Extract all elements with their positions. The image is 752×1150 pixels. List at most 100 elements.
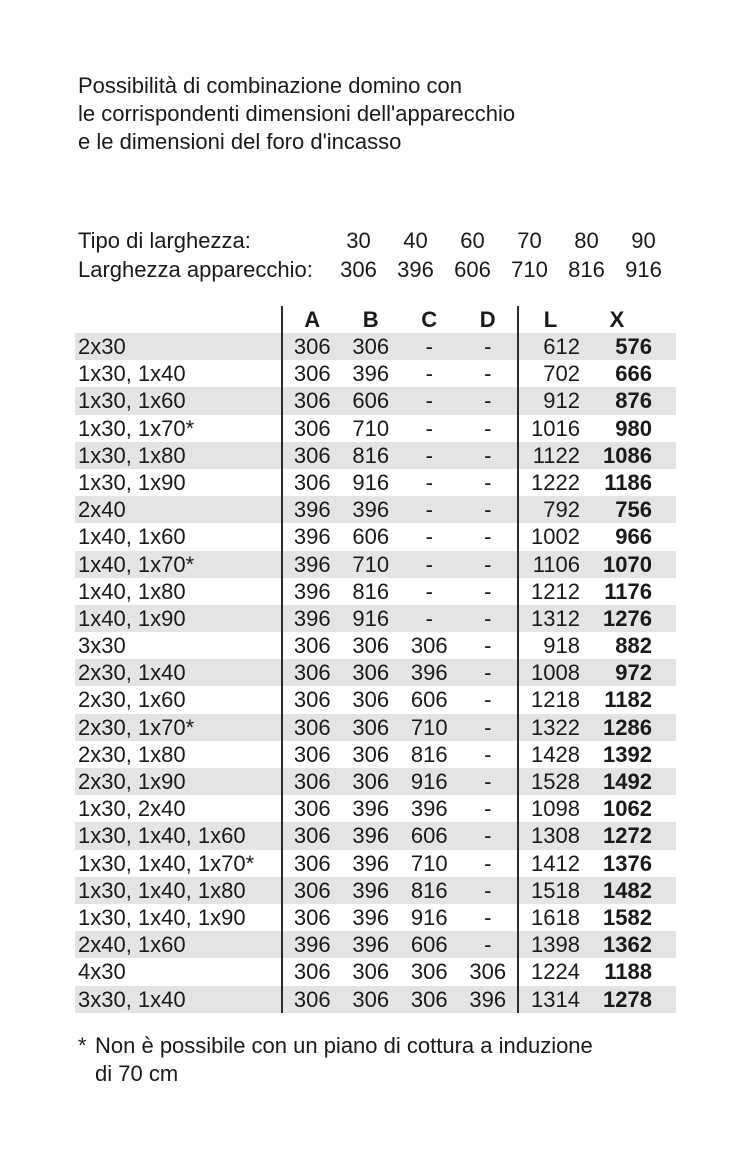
dimension-b-cell: 396 bbox=[352, 877, 390, 903]
total-length-cell: 612 bbox=[517, 333, 582, 361]
total-length-cell: 1212 bbox=[517, 577, 582, 605]
dimension-group: 306 306 710 - bbox=[281, 713, 517, 741]
table-row: 3x30 306 306 306 - 918 882 bbox=[75, 632, 676, 660]
dimension-group: 306 306 306 396 bbox=[281, 985, 517, 1013]
dimension-d-cell: - bbox=[484, 877, 492, 903]
combo-label-cell: 4x30 bbox=[78, 959, 126, 985]
total-length-cell: 1106 bbox=[517, 550, 582, 578]
dimension-c-cell: 710 bbox=[410, 714, 448, 740]
dimension-c-cell: - bbox=[425, 551, 433, 577]
footnote: * Non è possibile con un piano di cottur… bbox=[78, 1032, 752, 1088]
width-type-label: Tipo di larghezza: bbox=[78, 228, 251, 253]
dimension-c-cell: 606 bbox=[410, 687, 448, 713]
dimension-b-cell: 306 bbox=[352, 741, 390, 767]
page-title: Possibilità di combinazione domino con l… bbox=[78, 0, 752, 156]
width-type-value: 80 bbox=[574, 228, 599, 253]
dimension-d-cell: - bbox=[484, 932, 492, 958]
dimension-d-cell: - bbox=[484, 442, 492, 468]
dimension-group: 306 916 - - bbox=[281, 468, 517, 497]
dimension-a-cell: 306 bbox=[293, 959, 331, 985]
dimension-d-cell: - bbox=[484, 578, 492, 604]
dimension-d-cell: 306 bbox=[469, 959, 507, 985]
dimension-a-cell: 306 bbox=[293, 633, 331, 659]
header-combo-column bbox=[75, 306, 281, 333]
total-length-cell: 1008 bbox=[517, 659, 582, 687]
total-length-cell: 1428 bbox=[517, 740, 582, 768]
total-length-cell: 1222 bbox=[517, 468, 582, 497]
table-row: 2x30, 1x70* 306 306 710 - 1322 1286 bbox=[75, 713, 676, 741]
dimension-c-cell: - bbox=[425, 497, 433, 523]
combo-label-cell: 1x30, 1x70* bbox=[78, 415, 195, 441]
dimension-b-cell: 710 bbox=[352, 415, 390, 441]
table-row: 1x30, 1x70* 306 710 - - 1016 980 bbox=[75, 414, 676, 442]
dimension-c-cell: 816 bbox=[410, 877, 448, 903]
combo-label-cell: 1x30, 1x60 bbox=[78, 388, 186, 414]
dimension-c-cell: 306 bbox=[410, 633, 448, 659]
dimension-group: 396 396 606 - bbox=[281, 931, 517, 959]
page-title-line-3: e le dimensioni del foro d'incasso bbox=[78, 129, 402, 154]
cutout-width-cell: 1086 bbox=[603, 442, 652, 468]
dimension-group: 306 306 306 - bbox=[281, 632, 517, 660]
column-header-l: L bbox=[517, 306, 582, 333]
dimension-d-cell: - bbox=[484, 904, 492, 930]
total-length-cell: 792 bbox=[517, 496, 582, 524]
dimension-c-cell: - bbox=[425, 334, 433, 359]
dimension-b-cell: 396 bbox=[352, 850, 390, 876]
dimension-a-cell: 306 bbox=[293, 877, 331, 903]
table-row: 1x40, 1x80 396 816 - - 1212 1176 bbox=[75, 577, 676, 605]
dimension-a-cell: 306 bbox=[293, 850, 331, 876]
combo-label-cell: 2x30, 1x40 bbox=[78, 660, 186, 686]
width-type-row: Tipo di larghezza: 30 40 60 70 80 90 bbox=[78, 226, 752, 255]
dimension-c-cell: - bbox=[425, 524, 433, 550]
dimension-group: 306 396 396 - bbox=[281, 795, 517, 823]
total-length-cell: 1618 bbox=[517, 903, 582, 932]
dimension-d-cell: - bbox=[484, 524, 492, 550]
dimension-group: 306 396 606 - bbox=[281, 822, 517, 850]
dimension-a-cell: 306 bbox=[293, 823, 331, 849]
combo-label-cell: 2x40 bbox=[78, 497, 126, 523]
appliance-width-value: 306 bbox=[340, 257, 377, 282]
appliance-width-label: Larghezza apparecchio: bbox=[78, 257, 313, 282]
dimension-d-cell: - bbox=[484, 334, 492, 359]
dimension-group: 396 606 - - bbox=[281, 523, 517, 551]
total-length-cell: 1412 bbox=[517, 849, 582, 877]
cutout-width-cell: 1176 bbox=[604, 578, 652, 604]
dimension-c-cell: 710 bbox=[410, 850, 448, 876]
table-row: 2x30, 1x60 306 306 606 - 1218 1182 bbox=[75, 686, 676, 714]
table-row: 3x30, 1x40 306 306 306 396 1314 1278 bbox=[75, 985, 676, 1013]
dimension-group: 306 396 - - bbox=[281, 360, 517, 388]
dimension-b-cell: 306 bbox=[352, 714, 390, 740]
dimension-d-cell: - bbox=[484, 796, 492, 822]
table-row: 2x30, 1x40 306 306 396 - 1008 972 bbox=[75, 659, 676, 687]
dimension-a-cell: 306 bbox=[293, 660, 331, 686]
dimension-a-cell: 396 bbox=[293, 551, 331, 577]
table-row: 1x30, 1x40, 1x60 306 396 606 - 1308 1272 bbox=[75, 822, 676, 850]
dimension-b-cell: 816 bbox=[352, 578, 390, 604]
dimension-b-cell: 306 bbox=[352, 334, 390, 359]
dimension-b-cell: 306 bbox=[352, 986, 390, 1012]
dimension-d-cell: - bbox=[484, 741, 492, 767]
dimension-c-cell: 606 bbox=[410, 823, 448, 849]
combo-label-cell: 1x30, 1x40, 1x90 bbox=[78, 904, 246, 930]
dimension-a-cell: 306 bbox=[293, 714, 331, 740]
dimension-c-cell: 396 bbox=[410, 660, 448, 686]
dimension-c-cell: 306 bbox=[410, 986, 448, 1012]
dimension-b-cell: 396 bbox=[352, 904, 390, 930]
dimension-a-cell: 396 bbox=[293, 524, 331, 550]
table-row: 1x30, 1x80 306 816 - - 1122 1086 bbox=[75, 441, 676, 469]
dimension-group: 306 306 916 - bbox=[281, 768, 517, 796]
table-row: 1x30, 1x40 306 396 - - 702 666 bbox=[75, 360, 676, 388]
combo-label-cell: 2x30 bbox=[78, 334, 126, 359]
width-spec: Tipo di larghezza: 30 40 60 70 80 90 Lar… bbox=[78, 226, 752, 284]
dimension-b-cell: 306 bbox=[352, 959, 390, 985]
dimension-group: 396 396 - - bbox=[281, 496, 517, 524]
dimension-b-cell: 396 bbox=[352, 497, 390, 523]
dimension-d-cell: - bbox=[484, 687, 492, 713]
total-length-cell: 702 bbox=[517, 360, 582, 388]
cutout-width-cell: 1276 bbox=[603, 605, 652, 631]
column-header-d: D bbox=[479, 307, 496, 332]
dimension-d-cell: - bbox=[484, 605, 492, 631]
dimension-d-cell: - bbox=[484, 823, 492, 849]
dimension-group: 306 306 306 306 bbox=[281, 958, 517, 986]
